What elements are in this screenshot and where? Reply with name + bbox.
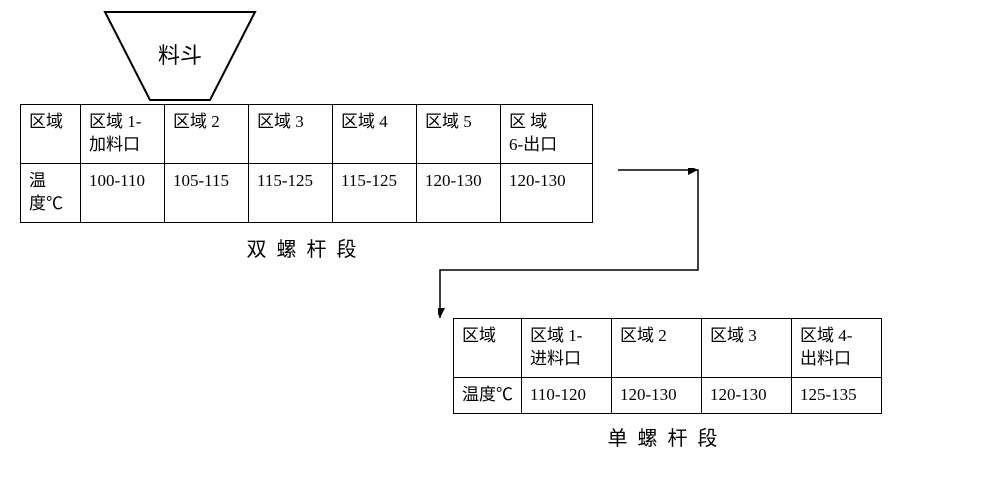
zone-header-5: 区域 5 <box>417 105 501 164</box>
temp-cell-3: 120-130 <box>702 377 792 413</box>
row-header-zone: 区域 <box>454 319 522 378</box>
row-header-zone: 区域 <box>21 105 81 164</box>
temp-cell-4: 125-135 <box>792 377 882 413</box>
single-screw-table: 区域区域 1- 进料口区域 2区域 3区域 4- 出料口温度℃110-12012… <box>453 318 882 414</box>
zone-header-6: 区 域 6-出口 <box>501 105 593 164</box>
zone-header-1: 区域 1- 加料口 <box>81 105 165 164</box>
temp-cell-5: 120-130 <box>417 163 501 222</box>
single-screw-caption: 单螺杆段 <box>453 422 882 451</box>
zone-header-2: 区域 2 <box>165 105 249 164</box>
temp-cell-4: 115-125 <box>333 163 417 222</box>
zone-header-1: 区域 1- 进料口 <box>522 319 612 378</box>
temp-cell-6: 120-130 <box>501 163 593 222</box>
temp-cell-3: 115-125 <box>249 163 333 222</box>
twin-screw-table: 区域区域 1- 加料口区域 2区域 3区域 4区域 5区 域 6-出口温度℃10… <box>20 104 593 223</box>
temp-cell-1: 110-120 <box>522 377 612 413</box>
row-header-temp: 温度℃ <box>454 377 522 413</box>
twin-screw-caption: 双螺杆段 <box>20 233 593 262</box>
twin-screw-section: 区域区域 1- 加料口区域 2区域 3区域 4区域 5区 域 6-出口温度℃10… <box>20 104 593 262</box>
temp-cell-2: 120-130 <box>612 377 702 413</box>
row-header-temp: 温度℃ <box>21 163 81 222</box>
hopper-label: 料斗 <box>158 38 202 70</box>
temp-cell-1: 100-110 <box>81 163 165 222</box>
single-screw-section: 区域区域 1- 进料口区域 2区域 3区域 4- 出料口温度℃110-12012… <box>453 318 882 451</box>
zone-header-3: 区域 3 <box>249 105 333 164</box>
zone-header-2: 区域 2 <box>612 319 702 378</box>
temp-cell-2: 105-115 <box>165 163 249 222</box>
zone-header-4: 区域 4- 出料口 <box>792 319 882 378</box>
hopper: 料斗 <box>100 10 260 105</box>
zone-header-4: 区域 4 <box>333 105 417 164</box>
zone-header-3: 区域 3 <box>702 319 792 378</box>
